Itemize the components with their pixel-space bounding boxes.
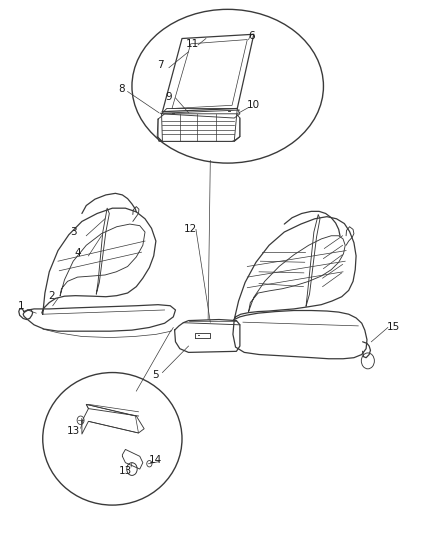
Text: 5: 5 bbox=[152, 370, 159, 380]
Text: 9: 9 bbox=[166, 92, 172, 102]
Text: 6: 6 bbox=[248, 31, 255, 41]
Text: 3: 3 bbox=[70, 227, 77, 237]
Text: 8: 8 bbox=[118, 84, 124, 94]
Text: 11: 11 bbox=[186, 39, 200, 49]
Text: 7: 7 bbox=[157, 60, 163, 70]
Text: 14: 14 bbox=[149, 455, 162, 465]
Text: 13: 13 bbox=[119, 466, 132, 475]
Text: 2: 2 bbox=[48, 290, 55, 301]
Text: 1: 1 bbox=[18, 301, 24, 311]
Text: 10: 10 bbox=[247, 100, 260, 110]
Text: 4: 4 bbox=[74, 248, 81, 259]
Text: 15: 15 bbox=[386, 322, 400, 333]
Text: 13: 13 bbox=[67, 426, 80, 436]
Text: 12: 12 bbox=[184, 224, 198, 235]
